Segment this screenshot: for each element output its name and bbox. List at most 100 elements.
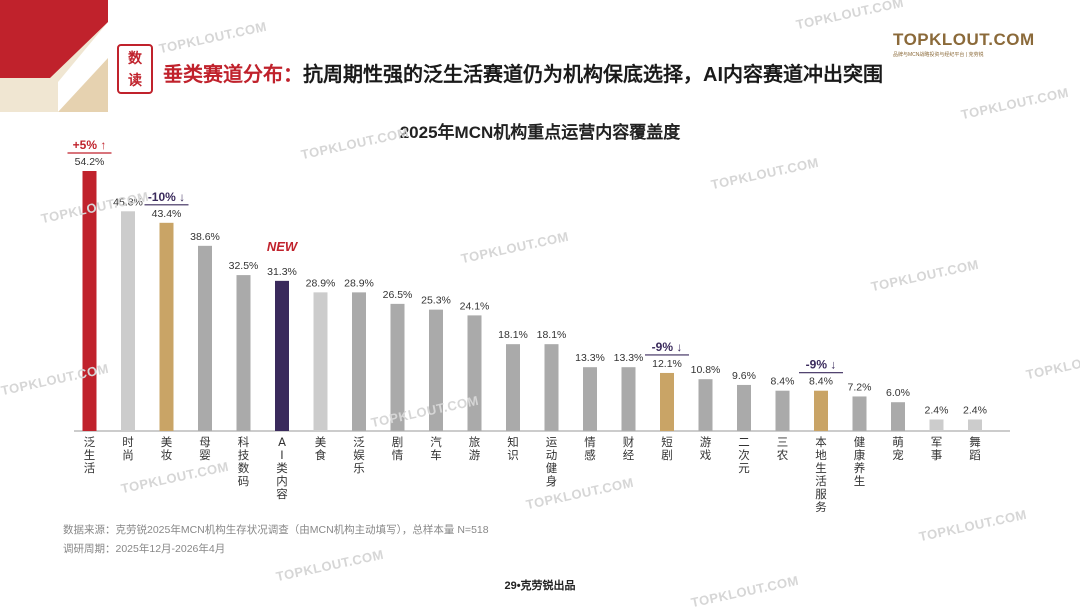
value-label: 8.4% [771,376,795,388]
category-label: 游 [700,435,712,449]
bar-萌宠 [891,402,905,431]
category-label: 运 [546,435,558,449]
category-label: 次 [738,448,750,462]
category-label: 泛 [353,435,365,449]
headline-text: 抗周期性强的泛生活赛道仍为机构保底选择，AI内容赛道冲出突围 [303,64,883,86]
category-label: 健 [546,461,558,475]
value-label: 8.4% [809,376,833,388]
category-label: 萌 [892,435,904,449]
bar-汽车 [429,309,443,431]
bar-美食 [313,292,328,431]
value-label: 6.0% [886,387,910,399]
value-label: 2.4% [963,404,987,416]
corner-decoration [0,0,108,112]
bar-泛生活 [82,171,97,431]
category-label: 汽 [430,435,442,449]
category-label: 生 [84,448,96,462]
category-label: 生 [815,461,827,475]
value-label: 18.1% [537,329,567,341]
category-label: 生 [854,474,866,488]
category-label: 类 [276,461,288,475]
category-label: 宠 [892,448,904,462]
category-label: 舞 [969,435,981,449]
bar-泛娱乐 [352,292,366,431]
category-label: 识 [507,448,519,462]
bar-运动健身 [544,344,559,431]
category-label: 剧 [392,435,404,449]
value-label: 38.6% [190,231,220,243]
bar-财经 [621,367,636,431]
category-label: 本 [815,435,827,449]
value-label: 2.4% [925,404,949,416]
change-annotation: -10% ↓ [148,190,185,204]
bar-美妆 [159,222,174,431]
bar-舞蹈 [968,419,982,431]
change-annotation: -9% ↓ [806,358,837,372]
category-label: 财 [623,435,635,449]
category-label: 旅 [469,435,481,449]
bar-AI类内容 [275,280,289,431]
category-label: 感 [584,448,596,462]
category-label: 康 [854,448,866,462]
category-label: A [278,435,286,449]
category-label: 数 [238,461,250,475]
headline-prefix: 垂类赛道分布： [163,64,303,86]
bar-健康养生 [852,396,867,431]
category-label: 元 [738,461,750,475]
category-label: 军 [931,435,943,449]
value-label: 31.3% [267,266,297,278]
brand-logo: TOPKLOUT.COM 品牌与MCN战略投资与经纪平台 | 克劳锐 [893,30,1035,58]
category-label: 事 [931,448,943,462]
brand-name: TOPKLOUT.COM [893,30,1035,49]
category-label: 美 [315,435,327,449]
category-label: 二 [738,435,750,449]
category-label: 母 [199,435,211,449]
value-label: 18.1% [498,329,528,341]
category-label: 剧 [661,448,673,462]
brand-subtitle: 品牌与MCN战略投资与经纪平台 | 克劳锐 [893,52,984,58]
bar-本地生活服务 [814,390,828,431]
value-label: 45.8% [113,196,143,208]
value-label: 13.3% [575,352,605,364]
value-label: 25.3% [421,295,451,307]
category-label: 地 [815,448,827,462]
value-label: 10.8% [691,364,721,376]
category-label: 经 [623,448,635,462]
category-label: 短 [661,435,673,449]
category-label: 娱 [353,448,365,462]
bar-短剧 [660,372,674,431]
value-label: 24.1% [460,300,490,312]
bar-军事 [929,419,944,431]
value-label: 32.5% [229,260,259,272]
value-label: 9.6% [732,370,756,382]
value-label: 54.2% [75,156,105,168]
category-label: 情 [584,435,596,449]
bar-母婴 [198,245,212,431]
category-label: 活 [84,461,96,475]
category-label: 服 [815,487,827,501]
category-label: 容 [276,487,288,501]
bar-旅游 [467,315,482,431]
change-annotation: -9% ↓ [652,340,683,354]
bar-三农 [775,390,790,431]
category-label: 戏 [700,448,712,462]
category-label: 婴 [199,448,211,462]
category-label: 时 [122,435,134,449]
category-label: I [280,448,283,462]
category-label: 身 [546,474,558,488]
bar-科技数码 [236,275,251,431]
category-label: 妆 [161,448,173,462]
category-label: 车 [430,448,442,462]
category-label: 美 [161,435,173,449]
badge-line-1: 数 [128,50,142,66]
value-label: 28.9% [306,277,336,289]
value-label: 7.2% [848,381,872,393]
value-label: 28.9% [344,277,374,289]
bar-二次元 [737,384,751,431]
survey-period-note: 调研周期：2025年12月-2026年4月 [63,543,226,555]
change-annotation: NEW [267,239,299,254]
category-label: 尚 [122,448,134,462]
category-label: 科 [238,435,250,449]
section-badge: 数 读 [117,44,153,94]
